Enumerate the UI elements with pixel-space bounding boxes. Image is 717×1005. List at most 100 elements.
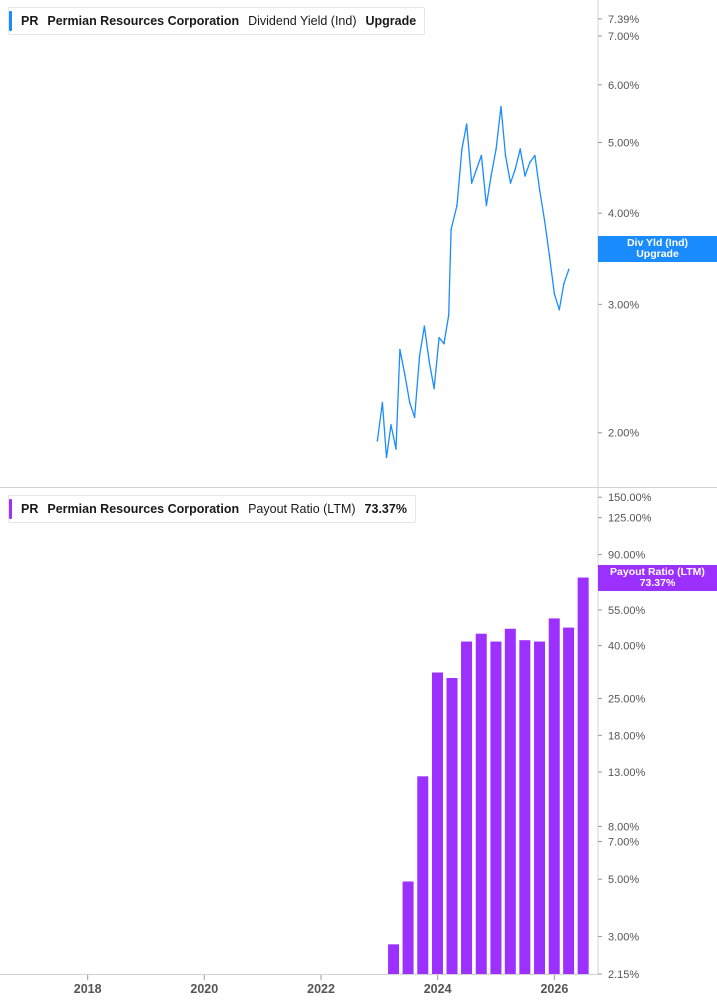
dividend-yield-point xyxy=(495,148,497,150)
dividend-yield-point xyxy=(500,105,502,108)
y-tick-label: 3.00% xyxy=(608,932,639,944)
y-tick-label: 13.00% xyxy=(608,767,646,779)
y-tick-label: 6.00% xyxy=(608,80,639,92)
x-tick-label: 2018 xyxy=(74,982,102,996)
x-tick-label: 2022 xyxy=(307,982,335,996)
dividend-yield-point xyxy=(553,293,556,295)
y-tick-label: 2.15% xyxy=(608,969,639,981)
end-label-value: 73.37% xyxy=(639,577,676,589)
y-tick-label: 125.00% xyxy=(608,513,652,525)
ticker-label: PR xyxy=(21,14,39,28)
dividend-yield-point xyxy=(461,148,463,150)
end-label-value: Upgrade xyxy=(636,248,679,260)
y-tick-label: 40.00% xyxy=(608,641,646,653)
series-swatch xyxy=(9,11,12,31)
payout-ratio-bar xyxy=(490,641,502,974)
dividend-yield-point xyxy=(399,348,401,351)
y-tick-label: 3.00% xyxy=(608,299,639,311)
dividend-yield-point xyxy=(433,387,435,390)
dividend-yield-point xyxy=(423,325,426,327)
y-tick-label: 25.00% xyxy=(608,693,646,705)
y-tick-label: 18.00% xyxy=(608,730,646,742)
dividend-yield-point xyxy=(524,175,526,177)
dividend-yield-point xyxy=(529,161,531,163)
y-tick-label: 7.00% xyxy=(608,836,639,848)
dividend-yield-point xyxy=(443,342,445,345)
dividend-yield-point xyxy=(450,228,452,231)
payout-ratio-legend[interactable]: PR Permian Resources Corporation Payout … xyxy=(8,495,416,523)
dividend-yield-end-label[interactable]: Div Yld (Ind) Upgrade xyxy=(598,236,717,262)
payout-ratio-bar xyxy=(388,944,400,974)
y-tick-label: 7.39% xyxy=(608,14,639,26)
dividend-yield-point xyxy=(548,254,551,257)
metric-value: 73.37% xyxy=(364,502,407,516)
dividend-yield-point xyxy=(480,154,483,157)
payout-ratio-end-label: Payout Ratio (LTM) 73.37% xyxy=(598,565,717,591)
payout-ratio-bar xyxy=(446,677,458,974)
y-tick-label: 150.00% xyxy=(608,492,652,504)
payout-ratio-bar xyxy=(402,881,414,974)
x-tick-label: 2024 xyxy=(424,982,452,996)
dividend-yield-point xyxy=(428,361,431,363)
metric-value[interactable]: Upgrade xyxy=(365,14,417,28)
x-tick-label: 2026 xyxy=(540,982,568,996)
y-tick-label: 4.00% xyxy=(608,208,639,220)
dividend-yield-point xyxy=(418,354,421,357)
payout-ratio-bar xyxy=(563,627,575,974)
dividend-yield-point xyxy=(404,374,406,376)
dividend-yield-point xyxy=(519,148,522,150)
dividend-yield-point xyxy=(504,154,507,157)
dividend-yield-point xyxy=(534,154,536,157)
payout-ratio-bar xyxy=(534,641,546,974)
dividend-yield-point xyxy=(381,401,384,404)
payout-ratio-bar xyxy=(504,628,516,974)
dividend-yield-point xyxy=(447,314,450,316)
dividend-yield-point xyxy=(408,401,411,404)
dividend-yield-point xyxy=(465,123,468,125)
metric-name: Dividend Yield (Ind) xyxy=(248,14,357,28)
company-name: Permian Resources Corporation xyxy=(47,14,240,28)
series-swatch xyxy=(9,499,12,519)
y-tick-label: 5.00% xyxy=(608,138,639,150)
y-tick-label: 5.00% xyxy=(608,874,639,886)
end-label-title: Div Yld (Ind) xyxy=(626,237,689,249)
dividend-yield-point xyxy=(470,182,473,184)
dividend-yield-point xyxy=(538,189,541,192)
end-label-title: Payout Ratio (LTM) xyxy=(610,566,705,578)
company-name: Permian Resources Corporation xyxy=(47,502,240,516)
y-tick-label: 2.00% xyxy=(608,428,639,440)
payout-ratio-bar xyxy=(519,640,531,974)
y-tick-label: 90.00% xyxy=(608,550,646,562)
y-tick-label: 7.00% xyxy=(608,31,639,43)
dividend-yield-point xyxy=(485,204,488,207)
payout-ratio-bar xyxy=(431,672,443,974)
dividend-yield-point xyxy=(514,168,517,170)
dividend-yield-point xyxy=(543,220,546,223)
dividend-yield-point xyxy=(376,439,379,442)
dividend-yield-point xyxy=(490,175,492,177)
metric-name: Payout Ratio (LTM) xyxy=(248,502,356,516)
dividend-yield-point xyxy=(438,336,440,339)
payout-ratio-bar xyxy=(475,633,487,974)
dividend-yield-point xyxy=(456,204,458,207)
y-tick-label: 8.00% xyxy=(608,821,639,833)
dividend-yield-point xyxy=(567,268,570,271)
dividend-yield-point xyxy=(395,448,397,450)
x-tick-label: 2020 xyxy=(190,982,218,996)
dividend-yield-point xyxy=(475,168,478,170)
ticker-label: PR xyxy=(21,502,39,516)
dividend-yield-point xyxy=(390,424,392,426)
dividend-yield-point xyxy=(509,182,512,184)
dividend-yield-point xyxy=(413,416,416,419)
dividend-yield-line xyxy=(376,106,570,459)
dividend-yield-legend[interactable]: PR Permian Resources Corporation Dividen… xyxy=(8,7,426,35)
y-tick-label: 55.00% xyxy=(608,605,646,617)
payout-ratio-bar xyxy=(461,641,473,974)
dividend-yield-point xyxy=(563,283,565,285)
dividend-yield-point xyxy=(385,456,388,459)
payout-ratio-bar xyxy=(417,776,429,974)
dividend-yield-point xyxy=(558,308,561,311)
payout-ratio-bar xyxy=(577,577,589,974)
payout-ratio-bar xyxy=(548,618,560,974)
